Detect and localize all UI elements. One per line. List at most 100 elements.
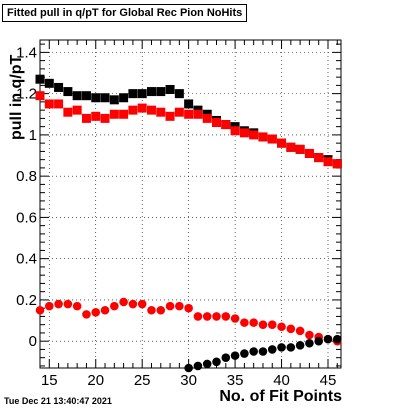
data-point-s2: [212, 312, 221, 321]
data-point-s2: [35, 305, 45, 315]
data-point-s2: [221, 312, 231, 321]
data-point-s2: [82, 310, 91, 319]
data-point-s0: [81, 91, 91, 101]
data-point-s2: [184, 303, 193, 313]
timestamp: Tue Dec 21 13:40:47 2021: [4, 396, 112, 406]
data-point-s2: [72, 301, 82, 311]
data-point-s3: [286, 343, 296, 352]
data-point-s3: [277, 343, 286, 352]
grid-lines: [40, 40, 341, 368]
data-point-s0: [63, 87, 73, 97]
data-point-s1: [91, 111, 101, 121]
x-tick-label: 35: [227, 372, 244, 389]
data-point-s3: [314, 336, 324, 346]
data-point-s3: [295, 341, 305, 350]
data-point-s2: [165, 301, 175, 311]
data-point-s0: [91, 93, 101, 103]
data-point-s2: [258, 320, 268, 329]
data-point-s0: [128, 89, 138, 99]
data-point-s3: [221, 353, 231, 362]
data-point-s2: [100, 305, 110, 315]
data-point-s2: [137, 299, 147, 309]
data-point-s1: [230, 126, 240, 136]
data-point-s1: [323, 157, 333, 167]
x-axis-label: No. of Fit Points: [219, 388, 342, 405]
data-point-s0: [156, 87, 166, 97]
data-point-s1: [277, 138, 287, 148]
x-tick-label: 45: [320, 372, 337, 389]
data-point-s2: [277, 322, 286, 332]
data-point-s1: [81, 113, 91, 123]
data-point-s3: [305, 338, 314, 348]
data-point-s1: [212, 118, 222, 128]
x-tick-label: 30: [180, 372, 197, 389]
y-tick-label: 0: [29, 333, 37, 350]
data-point-s0: [137, 89, 147, 99]
data-point-s1: [314, 153, 324, 163]
tick-labels: 15 20 25 30 35 40 45 0 0.2 0.4 0.6 0.8 1 1.2 1.4: [16, 44, 336, 389]
data-point-s1: [146, 105, 156, 115]
data-point-s1: [54, 99, 64, 109]
data-point-s0: [146, 87, 156, 97]
x-tick-label: 15: [41, 372, 58, 389]
data-point-s3: [212, 357, 221, 367]
data-point-s1: [267, 134, 277, 144]
data-point-s0: [54, 82, 64, 92]
plot-frame: [39, 39, 342, 369]
x-tick-label: 25: [134, 372, 151, 389]
data-point-s2: [91, 308, 101, 317]
y-tick-label: 0.6: [16, 209, 37, 226]
data-point-s1: [72, 105, 82, 115]
data-point-s3: [240, 349, 249, 358]
y-tick-label: 1.4: [16, 44, 37, 61]
data-point-s2: [54, 299, 63, 309]
data-point-s1: [239, 128, 249, 138]
data-point-s2: [295, 326, 305, 336]
y-tick-label: 0.4: [16, 251, 37, 268]
data-point-s1: [221, 120, 231, 130]
data-point-s2: [286, 324, 296, 334]
x-tick-label: 40: [273, 372, 290, 389]
y-axis-label: pull in q/pT: [8, 54, 25, 140]
data-point-s3: [202, 359, 212, 369]
data-point-s0: [165, 85, 175, 95]
data-point-s2: [147, 305, 156, 315]
y-tick-label: 1: [29, 127, 37, 144]
x-tick-label: 20: [87, 372, 104, 389]
data-point-s1: [137, 103, 147, 113]
y-tick-label: 0.8: [16, 168, 37, 185]
data-point-s1: [332, 159, 342, 169]
data-point-s2: [202, 312, 212, 321]
data-point-s2: [110, 301, 119, 311]
data-point-s1: [100, 113, 110, 123]
data-point-s0: [119, 93, 129, 103]
data-point-s0: [72, 91, 82, 101]
data-point-s2: [156, 305, 166, 315]
data-point-s0: [184, 99, 194, 109]
data-point-s1: [63, 107, 73, 117]
data-point-s3: [230, 351, 240, 360]
data-point-s3: [332, 334, 342, 344]
data-point-s0: [35, 74, 45, 84]
data-point-s3: [184, 363, 193, 373]
data-point-s1: [109, 109, 119, 119]
data-point-s2: [175, 301, 184, 311]
data-point-s1: [286, 142, 296, 152]
data-point-s1: [295, 144, 305, 154]
data-point-s1: [119, 109, 129, 119]
data-point-s1: [128, 105, 138, 115]
data-point-s1: [35, 91, 45, 101]
axis-ticks: [39, 40, 341, 368]
data-point-s3: [258, 347, 268, 356]
chart-title: Fitted pull in q/pT for Global Rec Pion …: [2, 4, 248, 22]
data-point-s1: [258, 132, 268, 142]
data-point-s2: [249, 318, 258, 327]
data-point-s2: [267, 320, 277, 329]
data-point-s1: [44, 99, 54, 109]
data-point-s2: [240, 318, 249, 327]
data-point-s3: [249, 347, 258, 356]
data-markers: [35, 74, 342, 373]
data-point-s0: [174, 89, 184, 99]
data-point-s2: [305, 330, 314, 340]
